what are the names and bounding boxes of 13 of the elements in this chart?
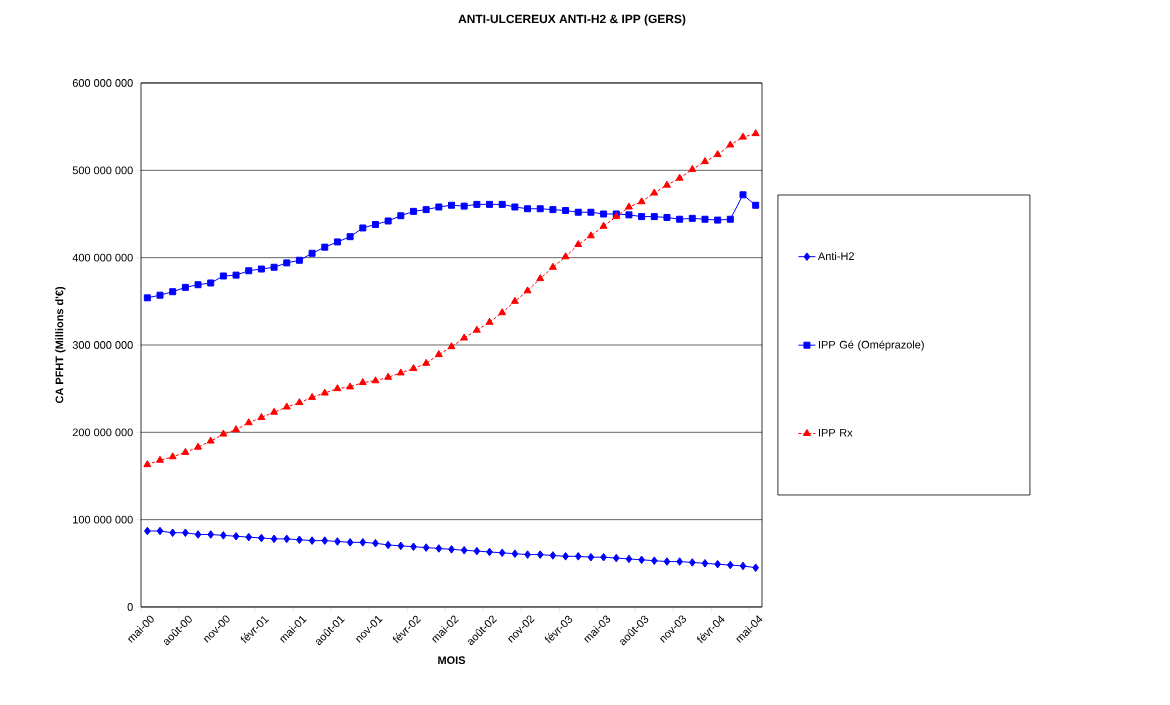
legend-label: Anti-H2 <box>817 251 854 260</box>
y-tick-label: 0 <box>127 603 133 611</box>
legend-label: IPP Gé (Oméprazole) <box>818 340 924 351</box>
y-axis-title: CA PFHT (Millions d'€) <box>55 286 66 404</box>
chart-title: ANTI-ULCEREUX ANTI-H2 & IPP (GERS) <box>458 14 686 26</box>
y-tick-label: 300 000 000 <box>72 341 133 349</box>
y-tick-label: 100 000 000 <box>73 515 133 524</box>
y-tick-label: 500 000 000 <box>72 166 133 175</box>
y-tick-label: 400 000 000 <box>72 253 133 262</box>
y-tick-label: 200 000 000 <box>72 428 133 437</box>
x-axis-title: MOIS <box>438 656 466 665</box>
legend-label: IPP Rx <box>818 428 853 437</box>
y-tick-label: 600 000 000 <box>72 79 133 87</box>
